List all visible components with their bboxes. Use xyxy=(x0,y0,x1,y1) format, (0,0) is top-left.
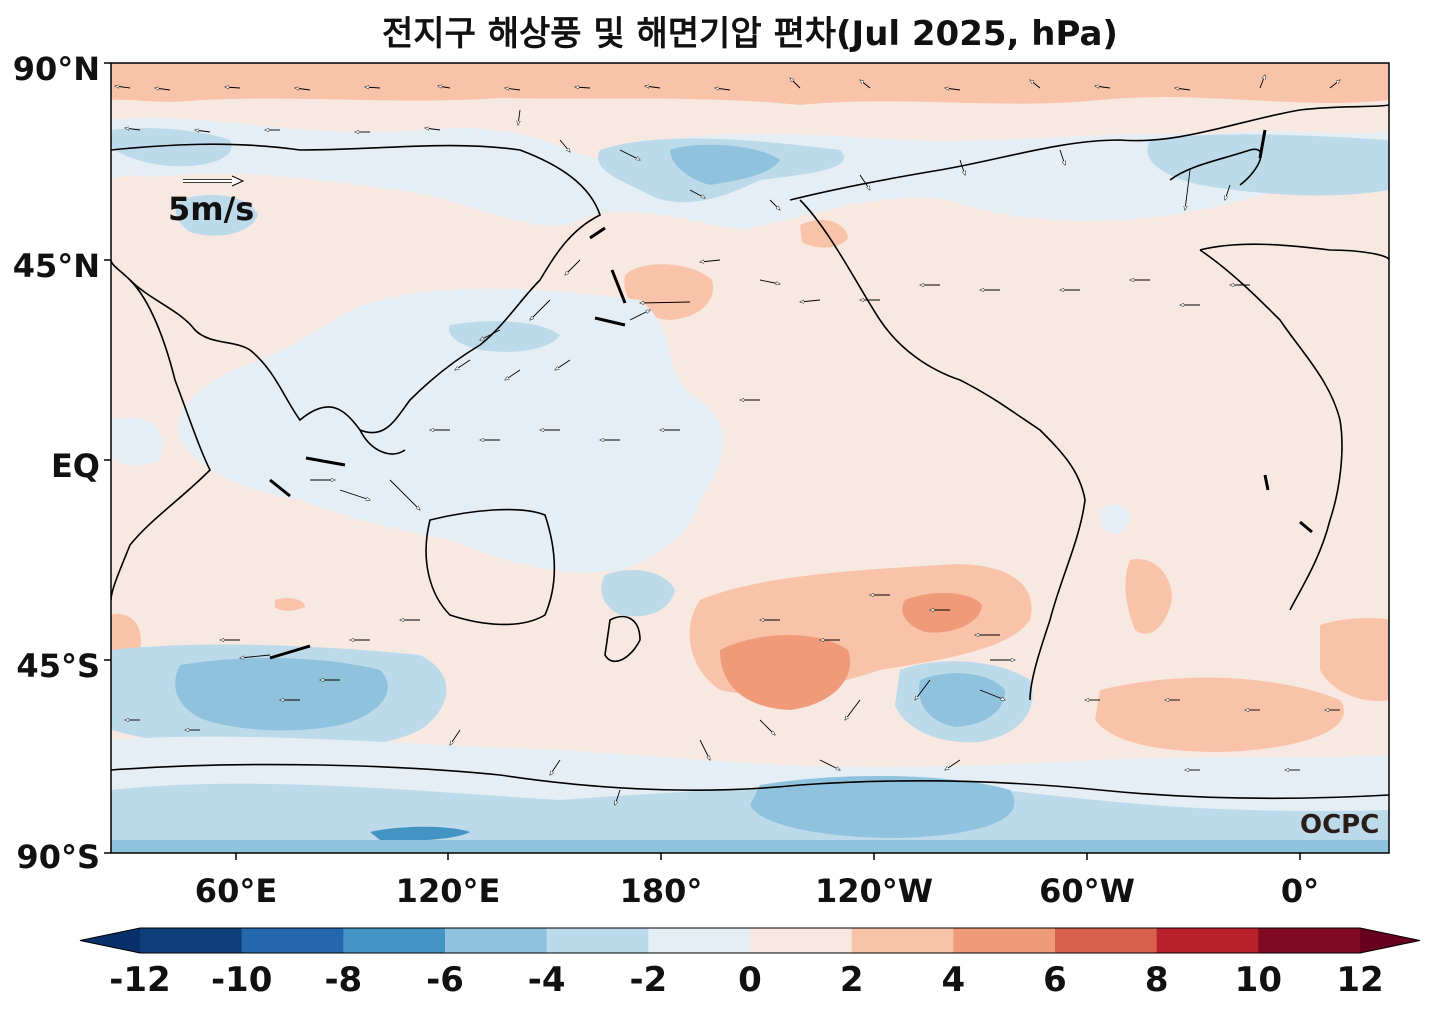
colorbar-tick-label: -2 xyxy=(629,960,667,1000)
lon-label-60w: 60°W xyxy=(1039,872,1135,910)
lat-label-90n: 90°N xyxy=(13,50,100,88)
colorbar-tick-label: 6 xyxy=(1043,960,1067,1000)
lat-label-45s: 45°S xyxy=(16,647,100,685)
colorbar-segment xyxy=(953,928,1056,953)
lon-label-120w: 120°W xyxy=(815,872,933,910)
colorbar-extend-high xyxy=(1360,928,1420,953)
colorbar-tick-label: -8 xyxy=(324,960,362,1000)
lon-label-0: 0° xyxy=(1281,872,1319,910)
colorbar-segment xyxy=(140,928,243,953)
colorbar-extend-low xyxy=(80,928,140,953)
lat-label-45n: 45°N xyxy=(13,247,100,285)
colorbar-tick-label: -10 xyxy=(211,960,272,1000)
coastlines xyxy=(111,104,1389,800)
colorbar-segment xyxy=(343,928,446,953)
reference-vector-label: 5m/s xyxy=(168,190,254,228)
colorbar-tick-label: -6 xyxy=(426,960,464,1000)
ocpc-logo: OCPC xyxy=(1300,810,1379,840)
map-frame xyxy=(110,62,1390,854)
colorbar-segment xyxy=(1258,928,1361,953)
strong-wind-vectors xyxy=(269,129,1313,660)
latitude-axis: 90°N 45°N EQ 45°S 90°S xyxy=(13,50,111,876)
reference-vector xyxy=(183,175,245,187)
colorbar-tick-label: 10 xyxy=(1235,960,1282,1000)
colorbar-segment xyxy=(750,928,853,953)
lat-label-90s: 90°S xyxy=(16,838,100,876)
colorbar-segment xyxy=(648,928,751,953)
colorbar-outline xyxy=(79,927,1421,954)
colorbar-segment xyxy=(546,928,649,953)
colorbar-tick-label: 4 xyxy=(941,960,965,1000)
colorbar-tick-label: -4 xyxy=(528,960,566,1000)
colorbar-segment xyxy=(241,928,344,953)
colorbar-tick-label: 2 xyxy=(840,960,864,1000)
colorbar-tick-label: -12 xyxy=(109,960,170,1000)
colorbar-segment xyxy=(1055,928,1158,953)
colorbar: -12 -10 -8 -6 -4 -2 0 2 4 6 8 10 12 xyxy=(79,927,1421,1000)
wind-vectors xyxy=(115,75,1340,805)
colorbar-tick-label: 0 xyxy=(738,960,762,1000)
lon-label-60e: 60°E xyxy=(195,872,277,910)
lon-label-180: 180° xyxy=(620,872,703,910)
longitude-axis: 60°E 120°E 180° 120°W 60°W 0° xyxy=(195,853,1319,910)
colorbar-segment xyxy=(851,928,954,953)
colorbar-segment xyxy=(445,928,548,953)
colorbar-tick-label: 8 xyxy=(1145,960,1169,1000)
sea-level-pressure-anomaly-field xyxy=(111,63,1389,853)
colorbar-segment xyxy=(1156,928,1259,953)
lat-label-eq: EQ xyxy=(51,447,100,485)
colorbar-tick-label: 12 xyxy=(1336,960,1383,1000)
page-title: 전지구 해상풍 및 해면기압 편차(Jul 2025, hPa) xyxy=(382,14,1118,54)
lon-label-120e: 120°E xyxy=(396,872,501,910)
